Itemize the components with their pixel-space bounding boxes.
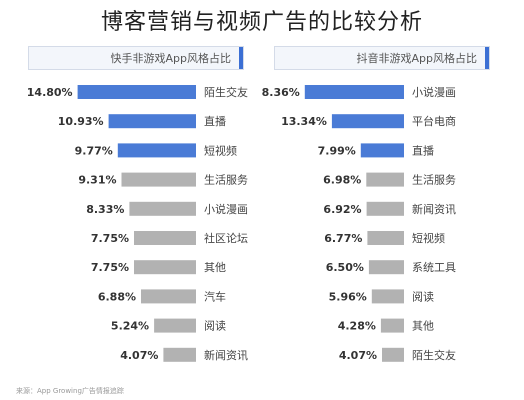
- right-bar: [360, 143, 404, 158]
- right-value-label: 7.99%: [318, 144, 356, 157]
- right-category-label: 阅读: [412, 289, 434, 303]
- right-bar: [371, 289, 404, 304]
- right-bar: [366, 172, 404, 187]
- left-category-label: 汽车: [204, 289, 226, 303]
- left-value-label: 7.75%: [91, 261, 129, 274]
- right-bar: [368, 260, 404, 275]
- left-value-label: 8.33%: [86, 203, 124, 216]
- right-category-label: 平台电商: [412, 114, 456, 128]
- left-bar: [163, 347, 196, 362]
- right-category-label: 其他: [412, 320, 434, 333]
- right-category-label: 直播: [412, 143, 434, 157]
- left-bar: [77, 85, 196, 99]
- right-bar: [382, 347, 404, 362]
- left-value-label: 14.80%: [27, 86, 73, 99]
- left-bar: [117, 143, 196, 158]
- right-value-label: 6.77%: [324, 232, 362, 245]
- left-value-label: 10.93%: [58, 115, 104, 128]
- left-bar: [134, 260, 196, 275]
- left-category-label: 阅读: [204, 319, 226, 333]
- right-bar: [380, 318, 404, 333]
- right-category-label: 短视频: [412, 231, 445, 245]
- left-chart-header: 快手非游戏App风格占比: [28, 46, 244, 70]
- left-value-label: 4.07%: [120, 349, 158, 362]
- left-bar: [121, 172, 196, 187]
- left-header-accent: [239, 47, 243, 69]
- left-bar: [129, 201, 196, 216]
- right-value-label: 18.36%: [262, 86, 300, 99]
- right-bar-chart: 18.36% 小说漫画 13.34% 平台电商 7.99% 直播 6.98% 生活服务 6.92…: [262, 85, 456, 362]
- right-category-label: 新闻资讯: [412, 202, 456, 216]
- left-value-label: 6.88%: [98, 290, 136, 303]
- right-value-label: 6.50%: [326, 261, 364, 274]
- left-category-label: 小说漫画: [204, 202, 248, 216]
- left-category-label: 其他: [204, 261, 226, 274]
- left-chart-title: 快手非游戏App风格占比: [110, 52, 232, 65]
- right-value-label: 6.92%: [323, 203, 361, 216]
- page-title: 博客营销与视频广告的比较分析: [100, 10, 423, 35]
- left-value-label: 5.24%: [111, 320, 149, 333]
- left-bar: [154, 318, 196, 333]
- left-category-label: 短视频: [204, 143, 237, 157]
- left-category-label: 陌生交友: [204, 85, 248, 99]
- right-value-label: 13.34%: [281, 115, 327, 128]
- right-chart-header: 抖音非游戏App风格占比: [274, 46, 490, 70]
- left-bar: [108, 114, 196, 129]
- right-category-label: 陌生交友: [412, 348, 456, 362]
- left-value-label: 9.77%: [75, 144, 113, 157]
- left-value-label: 9.31%: [78, 174, 116, 187]
- left-bar: [134, 231, 196, 245]
- left-category-label: 社区论坛: [204, 231, 248, 245]
- right-value-label: 4.07%: [339, 349, 377, 362]
- right-chart-title: 抖音非游戏App风格占比: [356, 52, 478, 65]
- left-bar-chart: 14.80% 陌生交友 10.93% 直播 9.77% 短视频 9.31% 生活服务 8.33%…: [27, 85, 248, 362]
- right-bar: [366, 201, 404, 216]
- left-category-label: 新闻资讯: [204, 348, 248, 362]
- right-category-label: 小说漫画: [412, 85, 456, 99]
- right-header-accent: [485, 47, 489, 69]
- left-value-label: 7.75%: [91, 232, 129, 245]
- right-bar: [367, 231, 404, 245]
- right-bar: [304, 85, 404, 99]
- right-bar: [331, 114, 404, 129]
- left-category-label: 生活服务: [204, 173, 248, 187]
- right-value-label: 6.98%: [323, 174, 361, 187]
- left-bar: [141, 289, 196, 304]
- right-value-label: 5.96%: [329, 290, 367, 303]
- right-category-label: 系统工具: [412, 261, 456, 274]
- source-note: 来源：App Growing广告情报追踪: [16, 387, 124, 395]
- right-value-label: 4.28%: [338, 320, 376, 333]
- right-category-label: 生活服务: [412, 173, 456, 187]
- left-category-label: 直播: [204, 114, 226, 128]
